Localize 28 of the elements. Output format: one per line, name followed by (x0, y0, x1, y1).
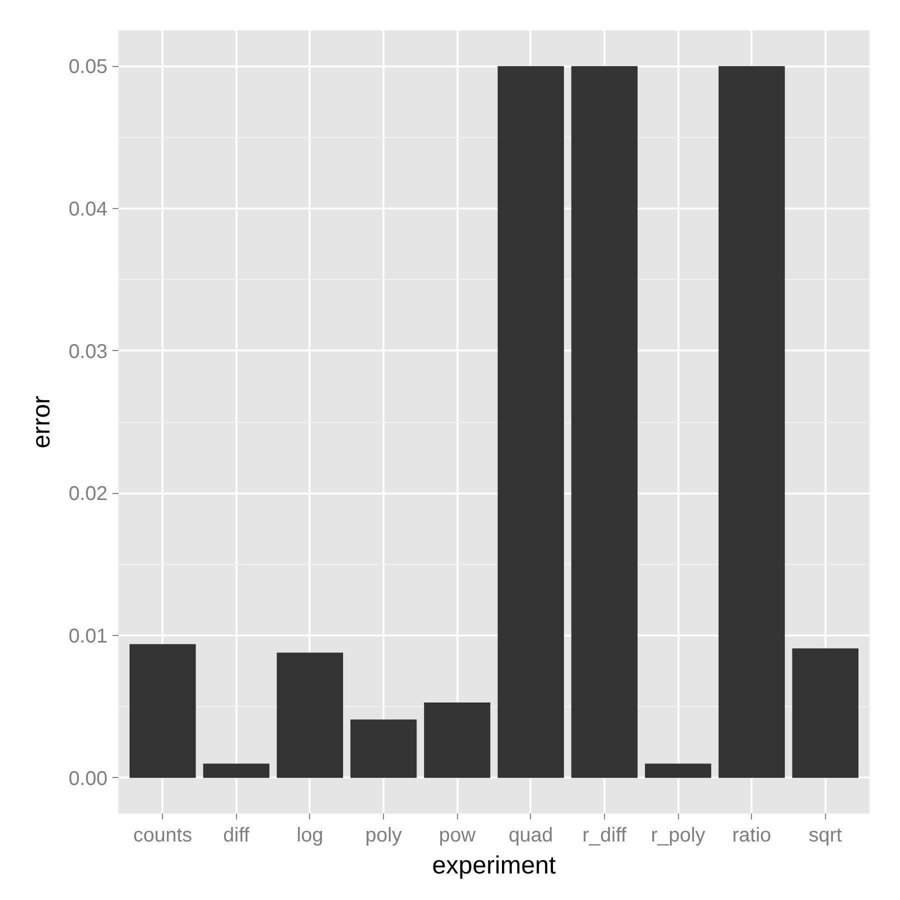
y-axis-title: error (28, 396, 56, 448)
x-tick-label: r_poly (650, 824, 706, 846)
bar (203, 764, 270, 778)
x-tick-label: log (296, 824, 324, 846)
x-tick-label: r_diff (582, 824, 627, 846)
x-axis-title: experiment (432, 852, 556, 880)
x-tick-label: diff (223, 824, 250, 846)
bar (130, 644, 196, 778)
x-tick-label: ratio (732, 824, 772, 846)
y-tick-label: 0.00 (68, 768, 108, 790)
x-tick-label: counts (133, 824, 192, 846)
x-tick-label: pow (438, 824, 476, 846)
y-tick-label: 0.03 (68, 340, 108, 363)
bar (718, 66, 785, 778)
x-tick-label: sqrt (808, 824, 842, 846)
bar (498, 66, 564, 778)
bar (276, 652, 344, 778)
y-tick-label: 0.05 (68, 56, 108, 78)
bar (792, 648, 858, 778)
y-tick-label: 0.02 (68, 483, 108, 506)
y-tick-label: 0.01 (68, 626, 108, 648)
bar (644, 764, 712, 778)
y-tick-label: 0.04 (68, 198, 108, 220)
bar (424, 702, 490, 778)
bar (571, 66, 638, 778)
bar (350, 720, 417, 778)
x-tick-label: poly (365, 824, 402, 846)
x-tick-label: quad (508, 824, 554, 846)
